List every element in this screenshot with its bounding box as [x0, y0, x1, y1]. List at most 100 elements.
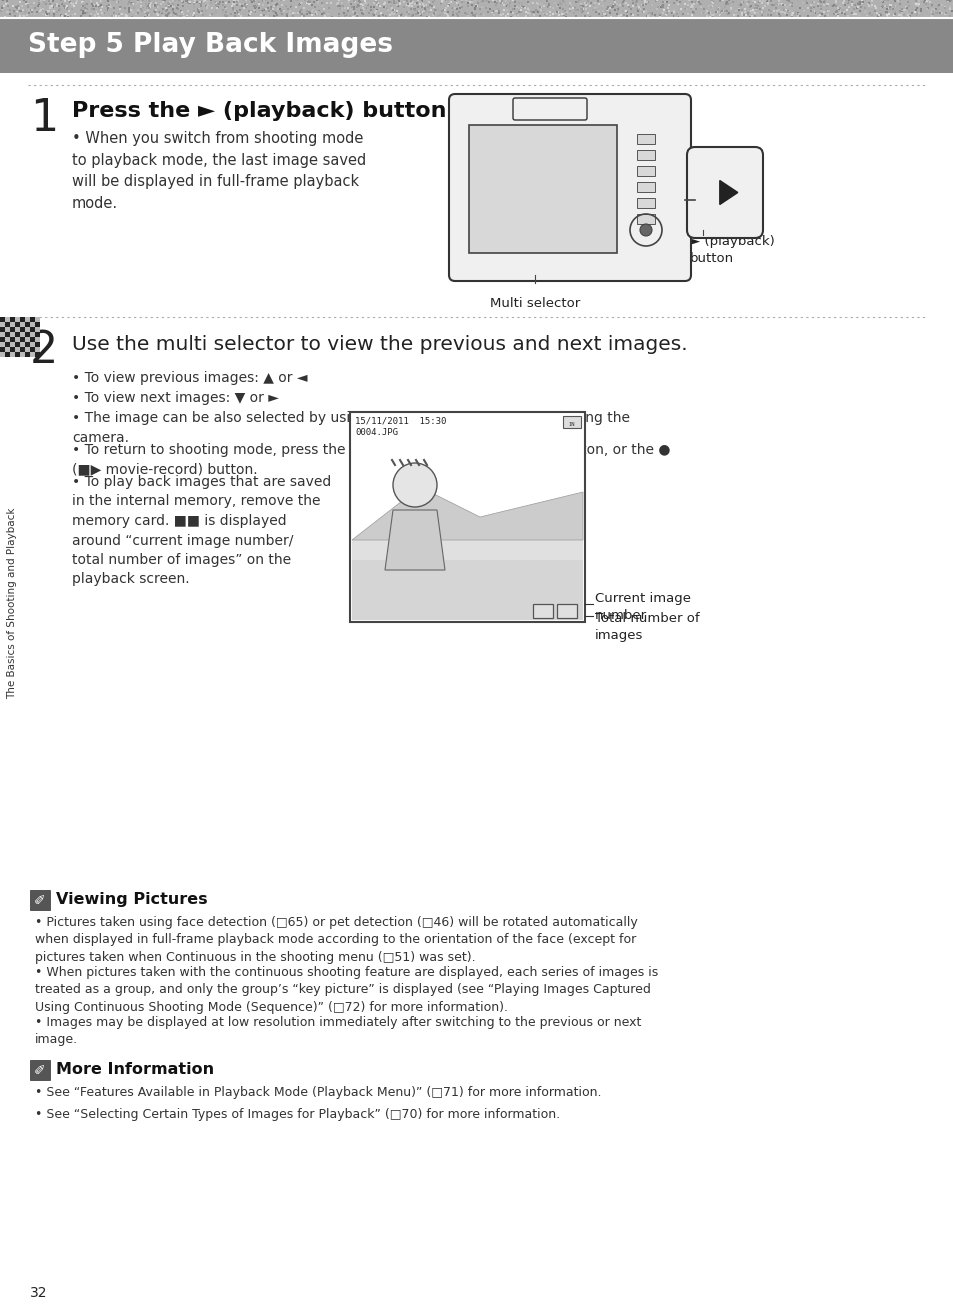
Bar: [429, 4, 431, 7]
Bar: [832, 4, 834, 5]
Bar: [944, 13, 946, 14]
Bar: [710, 1, 712, 3]
Bar: [521, 5, 523, 8]
Bar: [274, 3, 276, 5]
Bar: [216, 7, 218, 8]
Bar: [769, 14, 771, 16]
Bar: [748, 7, 750, 8]
Bar: [456, 1, 458, 3]
Bar: [703, 14, 705, 17]
Bar: [608, 7, 610, 9]
Bar: [180, 0, 182, 3]
Bar: [692, 12, 694, 14]
Bar: [347, 11, 349, 12]
Bar: [419, 1, 422, 3]
Bar: [537, 11, 538, 13]
Bar: [726, 4, 728, 5]
Bar: [727, 12, 729, 13]
Bar: [118, 16, 120, 17]
Bar: [506, 4, 509, 7]
Bar: [580, 12, 582, 13]
Bar: [562, 13, 564, 16]
Bar: [585, 8, 587, 11]
Bar: [377, 16, 379, 17]
Bar: [867, 5, 869, 8]
Bar: [82, 5, 84, 7]
Bar: [302, 16, 304, 17]
Bar: [258, 3, 260, 5]
Bar: [471, 11, 473, 13]
Bar: [239, 16, 241, 17]
Bar: [649, 12, 651, 13]
Bar: [563, 4, 565, 5]
Bar: [205, 11, 207, 12]
Bar: [56, 11, 58, 13]
Bar: [475, 5, 476, 8]
Bar: [165, 14, 167, 16]
Bar: [545, 13, 547, 16]
Bar: [459, 0, 461, 1]
Bar: [77, 16, 79, 17]
Bar: [338, 5, 340, 7]
Bar: [716, 8, 718, 9]
Bar: [731, 1, 733, 4]
Bar: [779, 4, 781, 5]
Bar: [424, 5, 426, 8]
Bar: [932, 9, 934, 11]
Bar: [914, 3, 916, 4]
Bar: [344, 7, 346, 9]
Bar: [25, 327, 30, 332]
Bar: [103, 12, 105, 13]
Bar: [742, 14, 744, 17]
Bar: [230, 13, 232, 16]
Bar: [262, 4, 264, 7]
Bar: [690, 16, 692, 17]
Bar: [100, 9, 102, 11]
Bar: [42, 8, 44, 11]
Bar: [243, 7, 245, 9]
Bar: [606, 5, 609, 8]
Bar: [390, 5, 392, 8]
Bar: [242, 0, 244, 1]
Bar: [128, 7, 130, 9]
Bar: [187, 11, 190, 12]
Bar: [410, 0, 412, 3]
Bar: [15, 347, 20, 352]
Bar: [583, 14, 585, 17]
Bar: [536, 11, 537, 12]
Bar: [156, 13, 158, 16]
Bar: [729, 4, 731, 7]
Bar: [743, 8, 745, 11]
Bar: [425, 11, 427, 12]
Bar: [573, 12, 575, 14]
Bar: [569, 4, 571, 7]
Bar: [630, 8, 632, 11]
Bar: [279, 8, 281, 9]
Bar: [555, 11, 558, 13]
Bar: [325, 1, 327, 4]
Bar: [500, 3, 502, 4]
Bar: [181, 14, 183, 17]
Bar: [217, 3, 219, 5]
Bar: [878, 13, 880, 14]
Bar: [328, 7, 330, 9]
Bar: [760, 14, 762, 16]
Bar: [598, 3, 599, 4]
Bar: [511, 12, 513, 13]
Bar: [729, 8, 731, 11]
Bar: [586, 0, 588, 3]
Bar: [282, 9, 284, 12]
Bar: [35, 327, 40, 332]
Bar: [235, 0, 237, 3]
Bar: [0, 342, 5, 347]
Bar: [786, 11, 788, 13]
Bar: [155, 3, 157, 4]
Bar: [200, 11, 202, 12]
Bar: [149, 7, 151, 9]
Bar: [643, 0, 645, 3]
Bar: [600, 16, 602, 17]
Bar: [769, 0, 771, 3]
Bar: [231, 5, 233, 7]
Bar: [579, 11, 582, 12]
Bar: [746, 12, 748, 14]
